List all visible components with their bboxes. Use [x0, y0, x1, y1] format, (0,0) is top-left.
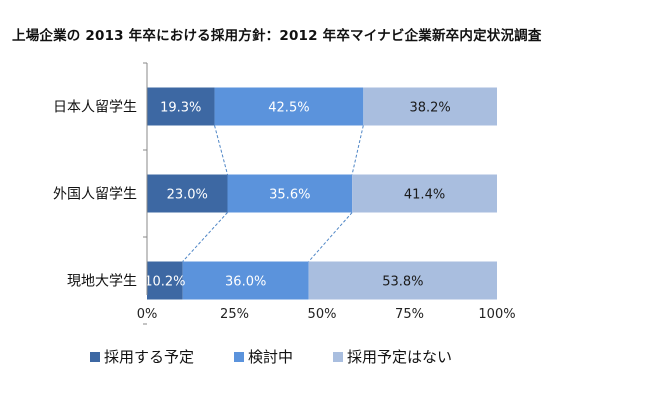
- bar: [227, 174, 353, 213]
- bar: [352, 174, 497, 213]
- data-label: 35.6%: [269, 188, 310, 203]
- bar: [182, 261, 309, 300]
- data-label: 53.8%: [382, 275, 423, 290]
- legend-label: 採用する予定: [104, 348, 195, 366]
- legend-label: 検討中: [248, 348, 294, 366]
- data-label: 41.4%: [404, 188, 445, 203]
- chart-title: 上場企業の 2013 年卒における採用方針：2012 年卒マイナビ企業新卒内定状…: [12, 28, 542, 44]
- category-label: 外国人留学生: [53, 187, 137, 203]
- data-label: 19.3%: [160, 101, 201, 116]
- legend-label: 採用予定はない: [347, 348, 453, 366]
- data-label: 38.2%: [409, 101, 450, 116]
- bar: [147, 261, 183, 300]
- data-label: 23.0%: [167, 188, 208, 203]
- legend-swatch: [333, 351, 344, 362]
- series-line: [182, 212, 228, 262]
- legend: 採用する予定 検討中 採用予定はない: [90, 346, 570, 367]
- axis: [143, 62, 148, 325]
- legend-item-plan: 採用する予定: [90, 346, 194, 367]
- series-line: [308, 212, 353, 262]
- data-labels: 19.3% 42.5% 38.2% 23.0% 35.6% 41.4% 10.2% 36.0%…: [144, 101, 451, 290]
- category-label: 現地大学生: [67, 274, 137, 290]
- category-label: 日本人留学生: [53, 100, 137, 116]
- x-tick-label: 0%: [137, 307, 158, 322]
- bar: [147, 174, 228, 213]
- series-line: [351, 125, 364, 175]
- bar: [147, 87, 215, 126]
- x-tick-label: 50%: [308, 307, 337, 322]
- x-tick-label: 25%: [220, 307, 249, 322]
- x-tick-labels: 0% 25% 50% 75% 100%: [137, 307, 516, 322]
- data-label: 10.2%: [144, 275, 185, 290]
- bar: [363, 87, 497, 126]
- data-label: 36.0%: [225, 275, 266, 290]
- x-tick-label: 100%: [478, 307, 515, 322]
- legend-swatch: [234, 351, 245, 362]
- legend-item-considering: 検討中: [234, 346, 293, 367]
- series-lines: [182, 125, 364, 262]
- bars: [147, 87, 497, 300]
- legend-item-no-plan: 採用予定はない: [333, 346, 452, 367]
- x-tick-label: 75%: [395, 307, 424, 322]
- bar: [214, 87, 364, 126]
- legend-swatch: [90, 351, 100, 362]
- series-line: [214, 125, 228, 175]
- data-label: 42.5%: [268, 101, 309, 116]
- bar: [308, 261, 497, 300]
